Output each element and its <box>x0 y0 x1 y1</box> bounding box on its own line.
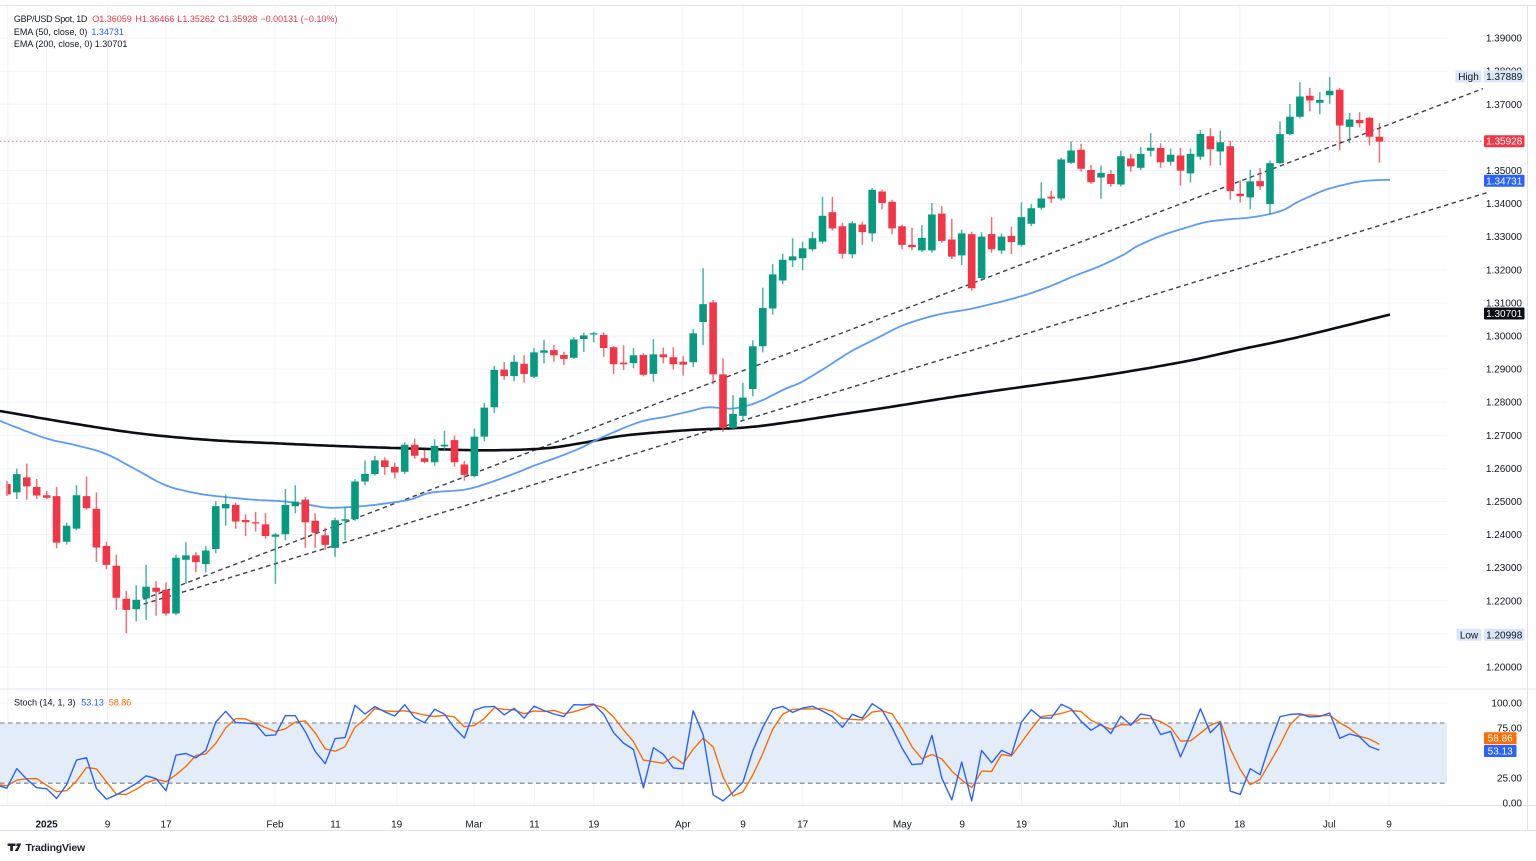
svg-text:75.00: 75.00 <box>1497 724 1522 735</box>
svg-text:1.37889: 1.37889 <box>1486 72 1523 83</box>
svg-text:1.29000: 1.29000 <box>1486 365 1523 376</box>
svg-text:2025: 2025 <box>35 820 58 831</box>
svg-text:1.31000: 1.31000 <box>1486 298 1523 309</box>
svg-text:O1.36059: O1.36059 <box>92 14 132 24</box>
svg-text:1.34731: 1.34731 <box>1486 176 1523 187</box>
svg-text:May: May <box>893 820 912 831</box>
svg-text:18: 18 <box>1234 820 1246 831</box>
svg-text:EMA (200, close, 0): EMA (200, close, 0) <box>14 39 93 49</box>
svg-text:1.20000: 1.20000 <box>1486 663 1523 674</box>
svg-text:1.34731: 1.34731 <box>91 27 124 37</box>
svg-text:58.86: 58.86 <box>1488 734 1513 745</box>
svg-text:Feb: Feb <box>266 820 284 831</box>
svg-text:9: 9 <box>959 820 965 831</box>
svg-text:17: 17 <box>160 820 172 831</box>
svg-text:EMA (50, close, 0): EMA (50, close, 0) <box>14 27 88 37</box>
svg-text:Jul: Jul <box>1323 820 1336 831</box>
svg-text:TradingView: TradingView <box>26 842 86 854</box>
svg-text:−0.00131 (−0.10%): −0.00131 (−0.10%) <box>260 14 337 24</box>
svg-text:25.00: 25.00 <box>1497 774 1522 785</box>
svg-text:H1.36466: H1.36466 <box>135 14 174 24</box>
svg-text:1.32000: 1.32000 <box>1486 265 1523 276</box>
svg-text:1.20998: 1.20998 <box>1486 630 1523 641</box>
svg-text:1.23000: 1.23000 <box>1486 563 1523 574</box>
svg-text:53.13: 53.13 <box>1488 747 1513 758</box>
svg-text:1.30701: 1.30701 <box>95 39 128 49</box>
svg-text:Mar: Mar <box>465 820 483 831</box>
svg-text:1.39000: 1.39000 <box>1486 34 1523 45</box>
svg-text:1.37000: 1.37000 <box>1486 100 1523 111</box>
svg-text:9: 9 <box>1386 820 1392 831</box>
svg-text:1.24000: 1.24000 <box>1486 530 1523 541</box>
svg-text:Low: Low <box>1460 630 1479 641</box>
svg-text:0.00: 0.00 <box>1503 799 1523 810</box>
svg-text:53.13: 53.13 <box>81 698 104 708</box>
svg-text:58.86: 58.86 <box>109 698 132 708</box>
svg-text:1.26000: 1.26000 <box>1486 464 1523 475</box>
svg-text:1.28000: 1.28000 <box>1486 398 1523 409</box>
svg-text:11: 11 <box>529 820 540 831</box>
svg-text:19: 19 <box>1016 820 1028 831</box>
svg-text:GBP/USD Spot, 1D: GBP/USD Spot, 1D <box>14 14 88 24</box>
svg-text:9: 9 <box>105 820 111 831</box>
svg-text:1.35928: 1.35928 <box>1486 137 1523 148</box>
svg-text:9: 9 <box>740 820 746 831</box>
svg-text:High: High <box>1458 72 1479 83</box>
svg-text:L1.35262: L1.35262 <box>177 14 215 24</box>
svg-text:1.22000: 1.22000 <box>1486 596 1523 607</box>
svg-text:1.27000: 1.27000 <box>1486 431 1523 442</box>
svg-text:1.34000: 1.34000 <box>1486 199 1523 210</box>
svg-text:10: 10 <box>1174 820 1186 831</box>
svg-text:Jun: Jun <box>1112 820 1128 831</box>
svg-text:Stoch (14, 1, 3): Stoch (14, 1, 3) <box>14 698 76 708</box>
svg-text:1.25000: 1.25000 <box>1486 497 1523 508</box>
svg-text:17: 17 <box>797 820 809 831</box>
svg-text:1.33000: 1.33000 <box>1486 232 1523 243</box>
svg-text:19: 19 <box>588 820 600 831</box>
svg-text:1.30000: 1.30000 <box>1486 332 1523 343</box>
svg-text:1.35000: 1.35000 <box>1486 166 1523 177</box>
svg-text:1.30701: 1.30701 <box>1486 309 1523 320</box>
svg-text:11: 11 <box>330 820 341 831</box>
svg-text:Apr: Apr <box>675 820 691 831</box>
svg-text:19: 19 <box>391 820 403 831</box>
svg-text:100.00: 100.00 <box>1491 699 1522 710</box>
svg-text:C1.35928: C1.35928 <box>218 14 257 24</box>
